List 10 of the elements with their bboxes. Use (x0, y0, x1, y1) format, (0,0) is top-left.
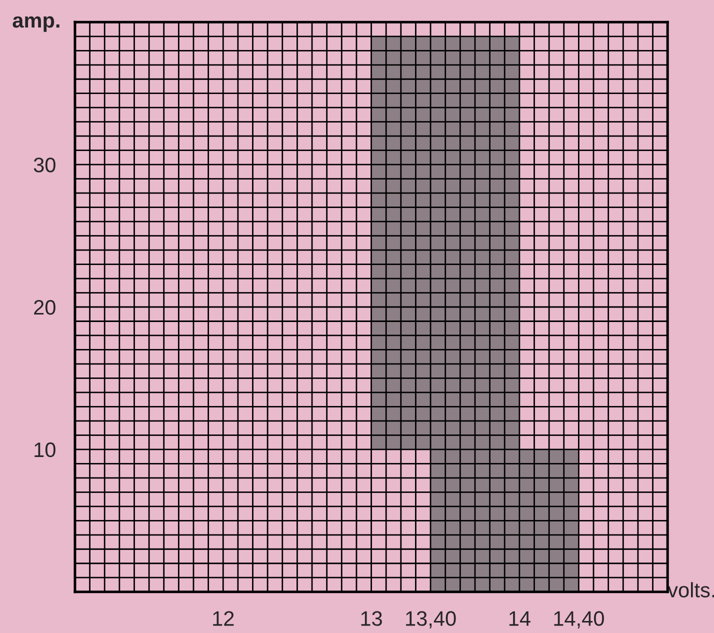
x-tick-label: 14,40 (554, 611, 604, 628)
x-tick-label: 13,40 (406, 611, 456, 628)
x-tick-label: 12 (213, 611, 234, 626)
y-axis-title: amp. (12, 16, 60, 32)
y-tick-label: 20 (34, 300, 56, 315)
x-axis-title: volts. (668, 582, 714, 598)
x-tick-label: 14 (509, 611, 530, 626)
y-tick-label: 10 (34, 442, 56, 458)
y-tick-label: 30 (34, 158, 56, 172)
x-tick-label: 13 (361, 611, 382, 626)
